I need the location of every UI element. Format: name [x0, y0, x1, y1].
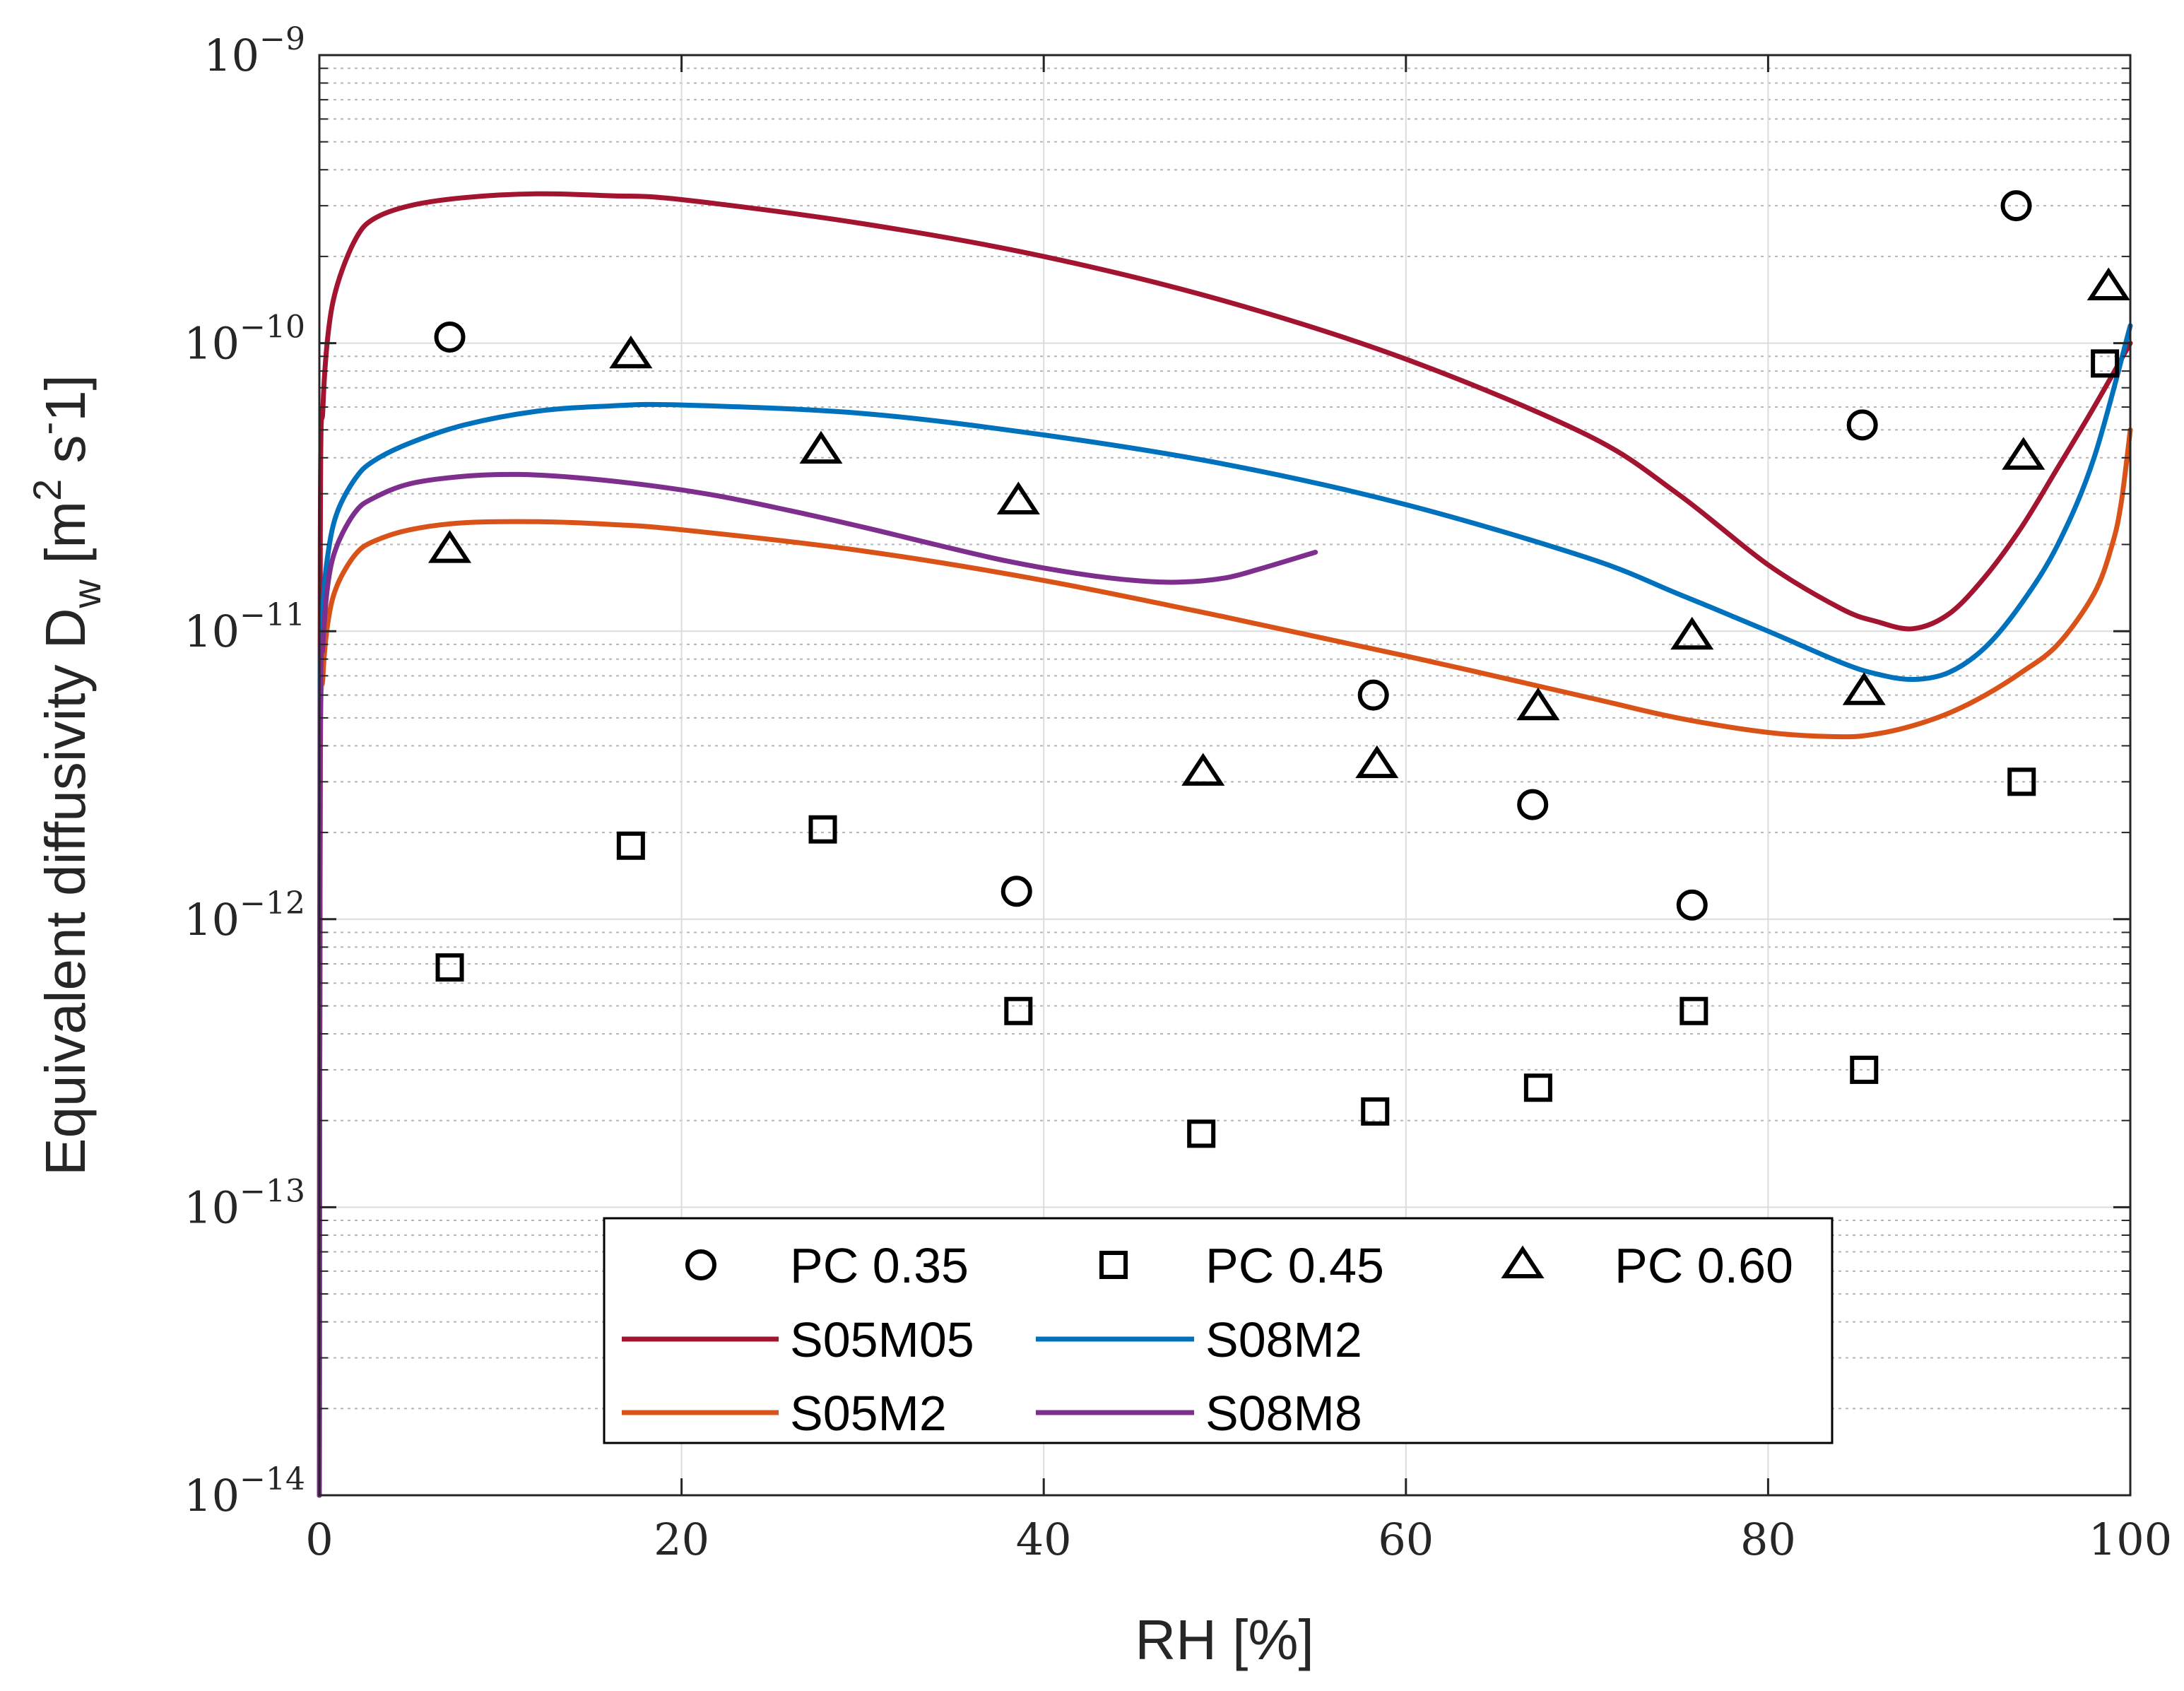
- series-line-s08m2: [317, 323, 2133, 1498]
- marker-pc-0-45: [616, 831, 645, 860]
- y-axis-label-close: 1]: [34, 375, 97, 422]
- y-tick-label: 10−11: [184, 597, 305, 657]
- series-line-s05m05: [317, 191, 2133, 1498]
- y-axis-label-sign: -: [25, 422, 69, 435]
- x-tick-labels: 0 20 40 60 80 100: [305, 1514, 2172, 1565]
- marker-pc-0-60: [1355, 745, 1399, 779]
- legend-box: [603, 1217, 1834, 1444]
- marker-pc-0-35: [1000, 876, 1032, 907]
- y-tick-base: 10: [184, 1470, 240, 1521]
- legend-label-pc045: PC 0.45: [1205, 1238, 1384, 1293]
- y-tick-label: 10−9: [203, 21, 305, 81]
- legend-label-pc060: PC 0.60: [1615, 1238, 1793, 1293]
- marker-pc-0-45: [2007, 767, 2036, 796]
- legend-marker-pc045: [1099, 1251, 1128, 1279]
- legend-label-pc035: PC 0.35: [790, 1238, 969, 1293]
- plot-frame: [318, 54, 2132, 1497]
- y-axis-label-main: Equivalent diffusivity D: [34, 608, 97, 1175]
- marker-pc-0-60: [2086, 267, 2130, 301]
- marker-pc-0-45: [1680, 996, 1708, 1025]
- marker-pc-0-45: [1523, 1073, 1552, 1102]
- legend-marker-pc060: [1501, 1245, 1545, 1278]
- marker-pc-0-35: [1676, 889, 1708, 921]
- marker-pc-0-35: [1357, 679, 1389, 711]
- marker-pc-0-60: [2002, 437, 2046, 470]
- y-tick-base: 10: [184, 318, 240, 370]
- marker-pc-0-35: [2000, 190, 2032, 222]
- x-axis-label: RH [%]: [1135, 1608, 1314, 1671]
- marker-pc-0-60: [427, 530, 472, 563]
- marker-pc-0-60: [609, 335, 653, 369]
- y-tick-exponent: −14: [240, 1461, 305, 1497]
- marker-pc-0-45: [1187, 1119, 1216, 1148]
- model-curves: [317, 191, 2133, 1498]
- legend-label-s08m8: S08M8: [1205, 1386, 1362, 1441]
- y-tick-base: 10: [184, 1182, 240, 1233]
- marker-pc-0-35: [1846, 409, 1878, 441]
- legend: PC 0.35 PC 0.45 PC 0.60 S05M05 S08M2 S05…: [603, 1217, 1834, 1444]
- legend-label-s05m2: S05M2: [790, 1386, 947, 1441]
- y-axis-label-s: s: [34, 435, 97, 479]
- legend-label-s05m05: S05M05: [790, 1312, 974, 1367]
- y-tick-exponent: −10: [240, 310, 305, 346]
- series-line-s05m2: [317, 427, 2133, 1498]
- y-tick-label: 10−10: [184, 310, 305, 370]
- marker-pc-0-60: [996, 481, 1040, 514]
- marker-pc-0-60: [1181, 753, 1225, 786]
- marker-pc-0-35: [1517, 789, 1549, 820]
- legend-label-s08m2: S08M2: [1205, 1312, 1362, 1367]
- marker-pc-0-45: [1361, 1097, 1390, 1126]
- y-tick-exponent: −11: [240, 597, 305, 633]
- marker-pc-0-45: [808, 815, 837, 844]
- y-tick-base: 10: [203, 30, 259, 81]
- y-tick-base: 10: [184, 894, 240, 945]
- marker-pc-0-60: [1842, 672, 1886, 705]
- data-markers: [427, 190, 2130, 1148]
- marker-pc-0-35: [434, 321, 466, 353]
- y-tick-label: 10−13: [184, 1173, 305, 1233]
- series-line-s08m8: [317, 471, 1318, 1498]
- marker-pc-0-45: [2091, 349, 2120, 378]
- marker-pc-0-45: [1850, 1055, 1879, 1084]
- y-axis-label-sub: w: [64, 579, 109, 608]
- legend-marker-pc035: [685, 1249, 716, 1280]
- axis-ticks: [318, 54, 2132, 1497]
- y-axis-label-sq: 2: [25, 479, 69, 501]
- marker-pc-0-60: [799, 430, 843, 464]
- marker-pc-0-60: [1670, 616, 1714, 650]
- x-tick-label: 60: [1378, 1514, 1434, 1565]
- marker-pc-0-45: [1004, 996, 1033, 1025]
- y-tick-exponent: −13: [240, 1173, 305, 1209]
- minor-grid: [319, 67, 2130, 1410]
- y-axis-label: Equivalent diffusivity Dw [m2 s-1]: [25, 375, 109, 1176]
- x-tick-label: 20: [654, 1514, 709, 1565]
- marker-pc-0-60: [1516, 687, 1560, 721]
- y-tick-exponent: −9: [259, 21, 305, 57]
- y-tick-base: 10: [184, 606, 240, 657]
- marker-pc-0-45: [435, 953, 464, 982]
- x-tick-label: 0: [305, 1514, 333, 1565]
- y-tick-exponent: −12: [240, 885, 305, 921]
- x-tick-label: 100: [2089, 1514, 2172, 1565]
- y-tick-label: 10−14: [184, 1461, 305, 1521]
- x-tick-label: 80: [1740, 1514, 1796, 1565]
- y-axis-label-unit: [m: [34, 501, 97, 579]
- y-tick-label: 10−12: [184, 885, 305, 945]
- x-tick-label: 40: [1016, 1514, 1072, 1565]
